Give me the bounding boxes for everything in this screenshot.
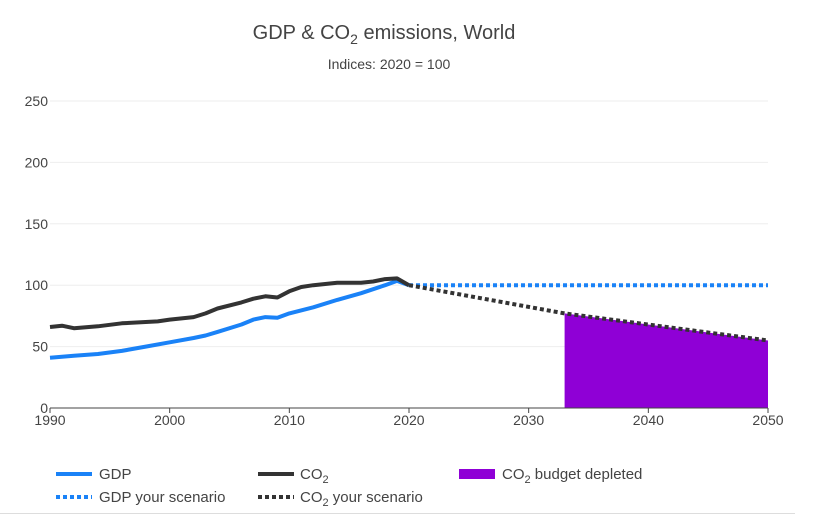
- legend-label-gdp-scenario: GDP your scenario: [99, 489, 225, 506]
- axes: 0 50 100 150 200 250 1990 2000 2010 2020 2030 2040 2…: [25, 93, 784, 428]
- series-line-gdp[interactable]: [49, 278, 410, 360]
- x-tick-label: 2020: [393, 412, 424, 428]
- series-layer: [49, 276, 769, 360]
- x-tick-label: 2050: [752, 412, 783, 428]
- grid: [50, 100, 768, 348]
- chart-title: GDP & CO2 emissions, World: [253, 22, 516, 47]
- y-tick-label: 150: [25, 216, 49, 232]
- legend-item-gdp-scenario[interactable]: GDP your scenario: [56, 489, 225, 506]
- series-line-co-your-scenario[interactable]: [408, 283, 769, 343]
- series-line-co[interactable]: [49, 276, 410, 331]
- legend: GDP CO2 CO2 budget depleted GDP your sce…: [56, 466, 642, 509]
- budget-area-layer: [564, 313, 768, 408]
- y-tick-label: 100: [25, 277, 49, 293]
- legend-label-co2: CO2: [300, 466, 329, 486]
- x-tick-label: 1990: [34, 412, 65, 428]
- legend-item-co2[interactable]: CO2: [258, 466, 329, 486]
- legend-item-gdp[interactable]: GDP: [56, 466, 132, 483]
- x-tick-label: 2040: [633, 412, 664, 428]
- y-tick-label: 50: [32, 339, 48, 355]
- x-tick-label: 2000: [154, 412, 185, 428]
- legend-item-budget[interactable]: CO2 budget depleted: [459, 466, 642, 486]
- legend-item-co2-scenario[interactable]: CO2 your scenario: [258, 489, 423, 509]
- bottom-divider: [0, 513, 795, 514]
- legend-label-co2-scenario: CO2 your scenario: [300, 489, 423, 509]
- y-tick-label: 250: [25, 93, 49, 109]
- chart-subtitle: Indices: 2020 = 100: [328, 56, 451, 72]
- y-tick-label: 200: [25, 154, 49, 170]
- series-area-co-budget-depleted[interactable]: [564, 313, 768, 408]
- legend-label-gdp: GDP: [99, 466, 132, 483]
- legend-label-budget: CO2 budget depleted: [502, 466, 642, 486]
- y-tick-label: 0: [40, 400, 48, 416]
- x-tick-label: 2010: [274, 412, 305, 428]
- legend-swatch-budget: [459, 469, 495, 479]
- x-tick-label: 2030: [513, 412, 544, 428]
